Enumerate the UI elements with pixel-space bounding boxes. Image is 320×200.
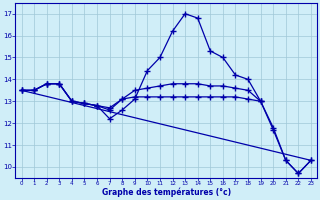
X-axis label: Graphe des températures (°c): Graphe des températures (°c) xyxy=(102,188,231,197)
